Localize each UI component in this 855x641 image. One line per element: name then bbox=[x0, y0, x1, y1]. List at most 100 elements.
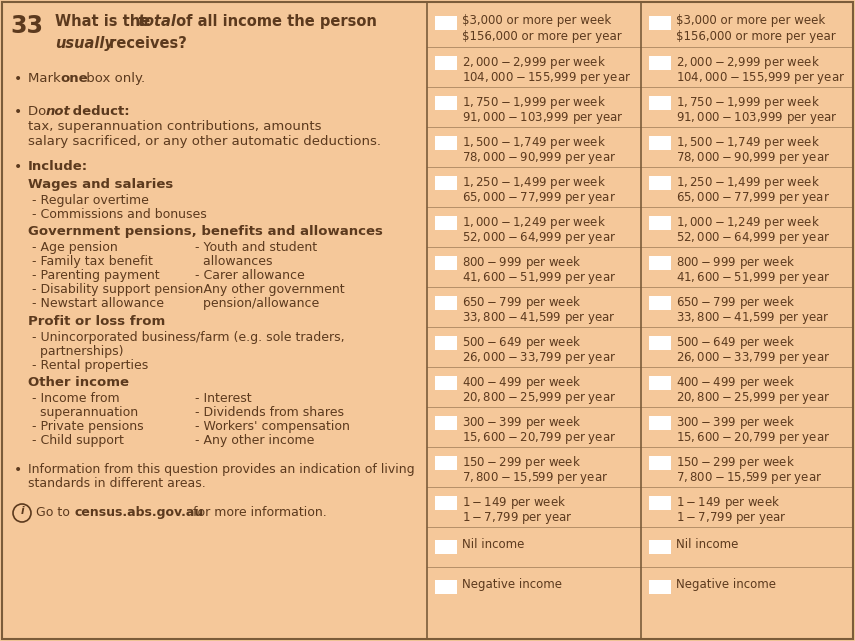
Text: salary sacrificed, or any other automatic deductions.: salary sacrificed, or any other automati… bbox=[28, 135, 381, 148]
Text: $300 - $399 per week: $300 - $399 per week bbox=[462, 414, 581, 431]
Bar bbox=[435, 216, 457, 230]
Text: $33,800 - $41,599 per year: $33,800 - $41,599 per year bbox=[462, 310, 616, 326]
Text: $91,000 - $103,999 per year: $91,000 - $103,999 per year bbox=[462, 110, 624, 126]
Text: $2,000 - $2,999 per week: $2,000 - $2,999 per week bbox=[462, 54, 606, 71]
Text: What is the: What is the bbox=[55, 14, 156, 29]
Text: Nil income: Nil income bbox=[462, 538, 524, 551]
Text: $91,000 - $103,999 per year: $91,000 - $103,999 per year bbox=[676, 110, 838, 126]
Text: $800 - $999 per week: $800 - $999 per week bbox=[676, 254, 795, 271]
Text: Do: Do bbox=[28, 105, 50, 118]
Text: Negative income: Negative income bbox=[676, 578, 776, 591]
Text: $1,250 - $1,499 per week: $1,250 - $1,499 per week bbox=[676, 174, 820, 191]
Text: $1,750 - $1,999 per week: $1,750 - $1,999 per week bbox=[462, 94, 606, 111]
Text: $104,000 - $155,999 per year: $104,000 - $155,999 per year bbox=[676, 70, 846, 86]
Text: - Parenting payment: - Parenting payment bbox=[32, 269, 160, 282]
Text: superannuation: superannuation bbox=[32, 406, 139, 419]
Text: usually: usually bbox=[55, 36, 114, 51]
Bar bbox=[435, 296, 457, 310]
Text: one: one bbox=[60, 72, 87, 85]
Text: box only.: box only. bbox=[82, 72, 145, 85]
Bar bbox=[649, 16, 671, 30]
Text: $3,000 or more per week: $3,000 or more per week bbox=[462, 14, 611, 27]
Text: $65,000 - $77,999 per year: $65,000 - $77,999 per year bbox=[462, 190, 616, 206]
Text: - Income from: - Income from bbox=[32, 392, 120, 405]
Text: $104,000 - $155,999 per year: $104,000 - $155,999 per year bbox=[462, 70, 631, 86]
Text: $26,000 - $33,799 per year: $26,000 - $33,799 per year bbox=[462, 350, 616, 366]
Text: $156,000 or more per year: $156,000 or more per year bbox=[462, 30, 622, 43]
Text: •: • bbox=[14, 463, 22, 477]
Text: $78,000 - $90,999 per year: $78,000 - $90,999 per year bbox=[676, 150, 830, 166]
Bar bbox=[435, 496, 457, 510]
Bar bbox=[435, 136, 457, 150]
Text: Include:: Include: bbox=[28, 160, 88, 173]
Text: Mark: Mark bbox=[28, 72, 65, 85]
Text: $400 - $499 per week: $400 - $499 per week bbox=[676, 374, 795, 391]
Bar bbox=[649, 176, 671, 190]
Text: - Dividends from shares: - Dividends from shares bbox=[195, 406, 344, 419]
Bar bbox=[649, 336, 671, 350]
Text: deduct:: deduct: bbox=[68, 105, 130, 118]
Text: Go to: Go to bbox=[36, 506, 74, 519]
Text: $52,000 - $64,999 per year: $52,000 - $64,999 per year bbox=[462, 230, 616, 246]
Bar bbox=[649, 580, 671, 594]
Bar bbox=[435, 16, 457, 30]
Bar bbox=[649, 136, 671, 150]
Text: - Any other government: - Any other government bbox=[195, 283, 345, 296]
Text: •: • bbox=[14, 72, 22, 86]
Text: $2,000 - $2,999 per week: $2,000 - $2,999 per week bbox=[676, 54, 820, 71]
Text: $1,000 - $1,249 per week: $1,000 - $1,249 per week bbox=[462, 214, 606, 231]
Text: $300 - $399 per week: $300 - $399 per week bbox=[676, 414, 795, 431]
Text: i: i bbox=[21, 506, 24, 516]
Text: $15,600 - $20,799 per year: $15,600 - $20,799 per year bbox=[462, 430, 616, 446]
Text: $1,750 - $1,999 per week: $1,750 - $1,999 per week bbox=[676, 94, 820, 111]
Text: - Interest: - Interest bbox=[195, 392, 251, 405]
Text: tax, superannuation contributions, amounts: tax, superannuation contributions, amoun… bbox=[28, 120, 321, 133]
Bar bbox=[649, 376, 671, 390]
Bar bbox=[435, 176, 457, 190]
Text: $41,600 - $51,999 per year: $41,600 - $51,999 per year bbox=[462, 270, 616, 286]
Bar bbox=[435, 56, 457, 70]
Bar bbox=[435, 456, 457, 470]
Bar bbox=[649, 256, 671, 270]
Text: - Any other income: - Any other income bbox=[195, 434, 315, 447]
Text: total: total bbox=[137, 14, 176, 29]
Bar bbox=[649, 296, 671, 310]
Text: - Disability support pension: - Disability support pension bbox=[32, 283, 203, 296]
Text: $26,000 - $33,799 per year: $26,000 - $33,799 per year bbox=[676, 350, 830, 366]
Text: Other income: Other income bbox=[28, 376, 129, 389]
Text: for more information.: for more information. bbox=[189, 506, 327, 519]
Text: $3,000 or more per week: $3,000 or more per week bbox=[676, 14, 825, 27]
Text: $78,000 - $90,999 per year: $78,000 - $90,999 per year bbox=[462, 150, 616, 166]
Text: $7,800 - $15,599 per year: $7,800 - $15,599 per year bbox=[462, 470, 608, 486]
Text: $1,500 - $1,749 per week: $1,500 - $1,749 per week bbox=[462, 134, 606, 151]
Bar bbox=[435, 256, 457, 270]
Text: $500 - $649 per week: $500 - $649 per week bbox=[676, 334, 795, 351]
Text: $1 - $149 per week: $1 - $149 per week bbox=[462, 494, 566, 511]
Text: - Commissions and bonuses: - Commissions and bonuses bbox=[32, 208, 207, 221]
Text: partnerships): partnerships) bbox=[32, 345, 123, 358]
Text: $52,000 - $64,999 per year: $52,000 - $64,999 per year bbox=[676, 230, 830, 246]
Text: - Youth and student: - Youth and student bbox=[195, 241, 317, 254]
Text: - Child support: - Child support bbox=[32, 434, 124, 447]
Text: - Unincorporated business/farm (e.g. sole traders,: - Unincorporated business/farm (e.g. sol… bbox=[32, 331, 345, 344]
Bar bbox=[435, 376, 457, 390]
Bar bbox=[435, 416, 457, 430]
Text: allowances: allowances bbox=[195, 255, 273, 268]
Text: $156,000 or more per year: $156,000 or more per year bbox=[676, 30, 835, 43]
Text: - Age pension: - Age pension bbox=[32, 241, 118, 254]
Text: - Carer allowance: - Carer allowance bbox=[195, 269, 304, 282]
Bar bbox=[435, 540, 457, 554]
Text: of all income the person: of all income the person bbox=[171, 14, 377, 29]
Bar bbox=[435, 580, 457, 594]
Text: census.abs.gov.au: census.abs.gov.au bbox=[74, 506, 203, 519]
Text: $650 - $799 per week: $650 - $799 per week bbox=[462, 294, 581, 311]
Text: $41,600 - $51,999 per year: $41,600 - $51,999 per year bbox=[676, 270, 830, 286]
Text: $20,800 - $25,999 per year: $20,800 - $25,999 per year bbox=[462, 390, 616, 406]
Bar bbox=[435, 96, 457, 110]
Text: Information from this question provides an indication of living: Information from this question provides … bbox=[28, 463, 415, 476]
Text: $1,500 - $1,749 per week: $1,500 - $1,749 per week bbox=[676, 134, 820, 151]
Text: Nil income: Nil income bbox=[676, 538, 739, 551]
Text: - Workers' compensation: - Workers' compensation bbox=[195, 420, 350, 433]
Text: $33,800 - $41,599 per year: $33,800 - $41,599 per year bbox=[676, 310, 829, 326]
Text: $400 - $499 per week: $400 - $499 per week bbox=[462, 374, 581, 391]
